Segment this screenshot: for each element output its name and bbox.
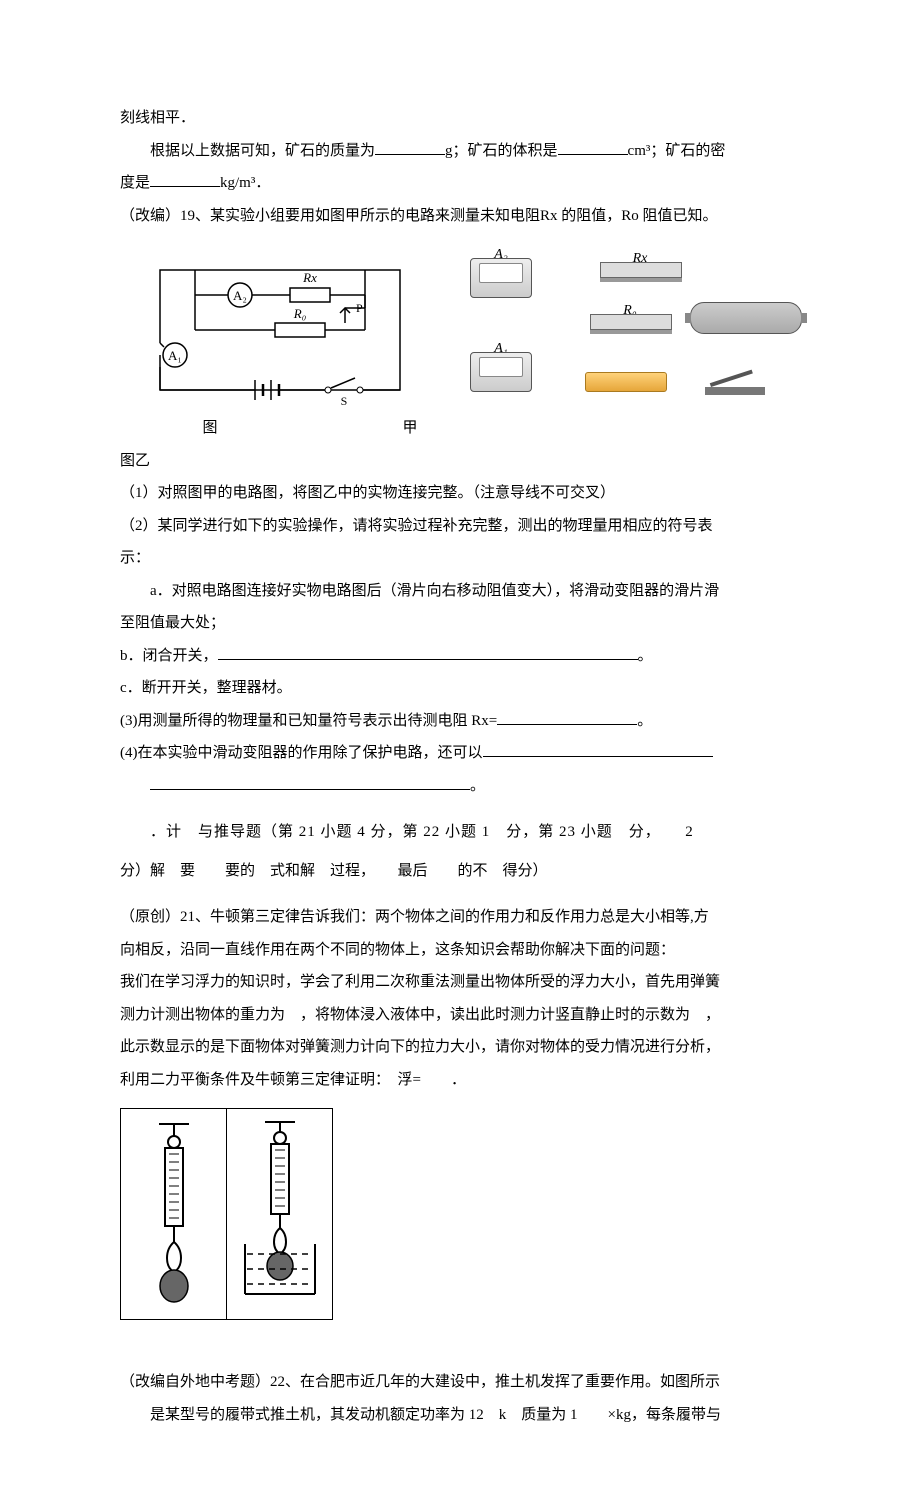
figure-caption-row: 图 甲 (120, 414, 810, 443)
caption-yi: 图乙 (120, 447, 810, 476)
resistor-icon (600, 262, 682, 278)
svg-text:A₁: A₁ (168, 348, 182, 363)
blank-volume (558, 137, 628, 155)
text: cm³；矿石的密 (628, 143, 726, 159)
rheostat-component (690, 302, 802, 334)
q19-stem: （改编）19、某实验小组要用如图甲所示的电路来测量未知电阻Rx 的阻值，Ro 阻… (120, 202, 810, 231)
spring-in-air (120, 1108, 227, 1320)
spring-balance-figure (120, 1108, 810, 1320)
resistor-Rx-component: Rx (600, 262, 682, 278)
q21-l4: 测力计测出物体的重力为 ，将物体浸入液体中，读出此时测力计竖直静止时的示数为 ， (120, 1001, 810, 1030)
blank-mass (375, 137, 445, 155)
resistor-R0-component: R₀ (590, 314, 672, 330)
q21-l3: 我们在学习浮力的知识时，学会了利用二次称重法测量出物体所受的浮力大小，首先用弹簧 (120, 968, 810, 997)
q19-4: (4)在本实验中滑动变阻器的作用除了保护电路，还可以 (120, 739, 810, 768)
blank-density (150, 170, 220, 188)
text: (4)在本实验中滑动变阻器的作用除了保护电路，还可以 (120, 745, 483, 761)
text: g；矿石的体积是 (445, 143, 558, 159)
svg-text:A₂: A₂ (233, 288, 247, 303)
q22-l1: （改编自外地中考题）22、在合肥市近几年的大建设中，推土机发挥了重要作用。如图所… (120, 1368, 810, 1397)
spring-liquid-svg (235, 1114, 325, 1314)
text: 度是 (120, 175, 150, 191)
battery-component (585, 372, 667, 392)
q21-l6: 利用二力平衡条件及牛顿第三定律证明： 浮= ． (120, 1066, 810, 1095)
text: kg/m³． (220, 175, 270, 191)
circuit-diagram: A₂ Rx R₀ P A₁ (140, 250, 420, 410)
q21-l5: 此示数显示的是下面物体对弹簧测力计向下的拉力大小，请你对物体的受力情况进行分析， (120, 1033, 810, 1062)
q19-2b: 示： (120, 544, 810, 573)
text: 根据以上数据可知，矿石的质量为 (150, 143, 375, 159)
blank-step-b (218, 642, 638, 660)
caption-jia: 甲 (300, 414, 520, 443)
text: 。 (637, 713, 652, 729)
top-line2: 根据以上数据可知，矿石的质量为 g；矿石的体积是 cm³；矿石的密 (120, 137, 810, 166)
q21-l2: 向相反，沿同一直线作用在两个不同的物体上，这条知识会帮助你解决下面的问题： (120, 936, 810, 965)
rheostat-icon (690, 302, 802, 334)
q19-2-step-a2: 至阻值最大处； (120, 609, 810, 638)
caption-tu: 图 (120, 414, 300, 443)
ammeter-A1-component: A₁ (470, 352, 532, 392)
svg-text:Rx: Rx (302, 270, 317, 285)
q19-2-step-c: c．断开开关，整理器材。 (120, 674, 810, 703)
battery-icon (585, 372, 667, 392)
switch-icon (705, 365, 765, 395)
svg-text:R₀: R₀ (293, 306, 306, 321)
q19-2-step-a: a．对照电路图连接好实物电路图后（滑片向右移动阻值变大），将滑动变阻器的滑片滑 (120, 577, 810, 606)
meter-icon (470, 258, 532, 298)
meter-icon (470, 352, 532, 392)
components-panel: A₂ Rx R₀ A₁ (440, 240, 810, 410)
q22-l2: 是某型号的履带式推土机，其发动机额定功率为 12 k 质量为 1 ×kg，每条履… (120, 1401, 810, 1430)
q19-1: （1）对照图甲的电路图，将图乙中的实物连接完整。（注意导线不可交叉） (120, 479, 810, 508)
ammeter-A2-component: A₂ (470, 258, 532, 298)
q19-4-line2: 。 (120, 772, 810, 801)
circuit-svg: A₂ Rx R₀ P A₁ (140, 250, 420, 410)
q19-2-step-b: b．闭合开关， 。 (120, 642, 810, 671)
svg-text:S: S (341, 394, 348, 408)
spring-air-svg (129, 1114, 219, 1314)
section4-title-line1: ．计 与推导题（第 21 小题 4 分，第 22 小题 1 分，第 23 小题 … (120, 818, 810, 847)
top-line3: 度是 kg/m³． (120, 169, 810, 198)
text: 。 (470, 778, 485, 794)
top-line1: 刻线相平． (120, 104, 810, 133)
blank-4b (150, 772, 470, 790)
resistor-icon (590, 314, 672, 330)
text: b．闭合开关， (120, 648, 218, 664)
page-content: 刻线相平． 根据以上数据可知，矿石的质量为 g；矿石的体积是 cm³；矿石的密 度是… (0, 0, 920, 1493)
text: (3)用测量所得的物理量和已知量符号表示出待测电阻 Rx= (120, 713, 497, 729)
q21-l1: （原创）21、牛顿第三定律告诉我们：两个物体之间的作用力和反作用力总是大小相等,… (120, 903, 810, 932)
q19-3: (3)用测量所得的物理量和已知量符号表示出待测电阻 Rx= 。 (120, 707, 810, 736)
text: 。 (638, 648, 653, 664)
q19-figure-row: A₂ Rx R₀ P A₁ (120, 240, 810, 410)
switch-component (705, 365, 765, 395)
section4-title-line2: 分）解 要 要的 式和解 过程， 最后 的不 得分） (120, 857, 810, 886)
blank-4a (483, 740, 713, 758)
q19-2a: （2）某同学进行如下的实验操作，请将实验过程补充完整，测出的物理量用相应的符号表 (120, 512, 810, 541)
blank-rx (497, 707, 637, 725)
spring-in-liquid (227, 1108, 333, 1320)
